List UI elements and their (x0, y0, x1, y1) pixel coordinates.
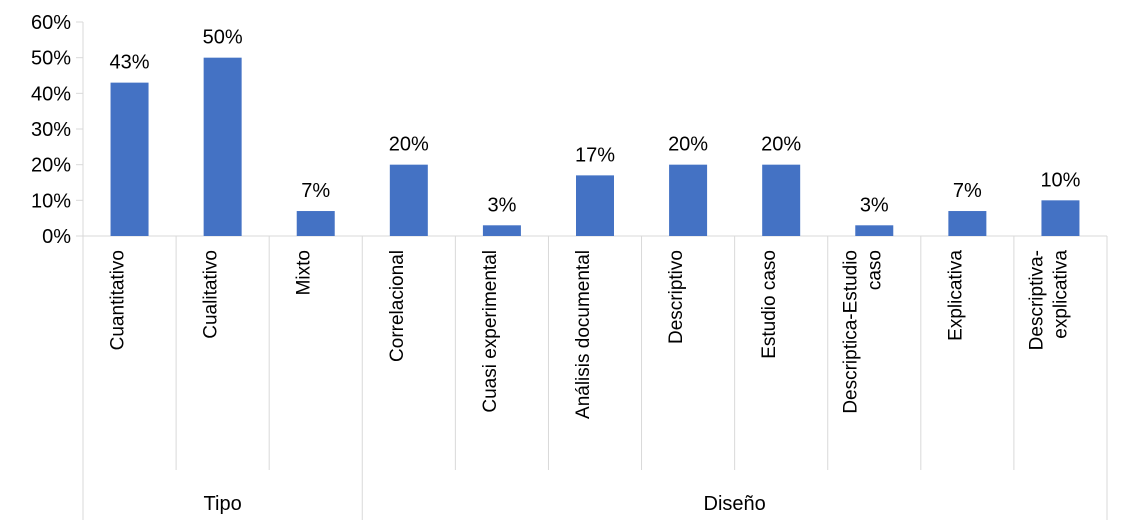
bar (669, 164, 708, 236)
category-label: Análisis documental (573, 250, 594, 419)
category-label: Cualitativo (201, 250, 222, 339)
category-label-line: Descriptivo (666, 250, 687, 344)
category-label: Cuasi experimental (480, 250, 501, 413)
bar (1041, 200, 1080, 236)
bar (762, 164, 801, 236)
data-label: 7% (953, 180, 982, 202)
y-tick-label: 60% (31, 12, 71, 34)
category-label-line: Análisis documental (573, 250, 594, 419)
category-label: Correlacional (387, 250, 408, 362)
bar (855, 225, 894, 236)
data-label: 10% (1040, 169, 1080, 191)
category-label: Explicativa (945, 250, 966, 341)
data-label: 20% (389, 134, 429, 156)
data-label: 3% (487, 194, 516, 216)
category-label: Estudio caso (759, 250, 780, 359)
y-tick-label: 20% (31, 155, 71, 177)
bar (576, 175, 614, 236)
labels-layer: 0% 10% 20% 30% 40% 50% 60% 43% Cuantitativo 50% Cu… (31, 12, 1081, 515)
category-label: Descriptiva-explicativa (1026, 250, 1071, 351)
data-label: 20% (761, 134, 801, 156)
bars-layer (110, 57, 1080, 236)
category-label-line: Cualitativo (201, 250, 222, 339)
category-label-line: Explicativa (945, 250, 966, 341)
category-label-line: Descriptica-Estudio (840, 250, 861, 414)
bar (203, 57, 242, 236)
category-label: Cuantitativo (108, 250, 129, 350)
bar (296, 211, 335, 236)
y-tick-label: 30% (31, 119, 71, 141)
category-label-line: Cuasi experimental (480, 250, 501, 413)
y-tick-label: 40% (31, 83, 71, 105)
y-tick-label: 10% (31, 190, 71, 212)
bar (110, 82, 149, 236)
category-label-line: Mixto (294, 250, 315, 295)
category-label: Descriptivo (666, 250, 687, 344)
data-label: 7% (301, 180, 330, 202)
data-label: 17% (575, 144, 615, 166)
category-label-line: Correlacional (387, 250, 408, 362)
data-label: 50% (203, 27, 243, 49)
data-label: 3% (860, 194, 889, 216)
y-tick-label: 0% (42, 226, 71, 248)
category-label-line: Descriptiva- (1026, 250, 1047, 350)
data-label: 43% (110, 52, 150, 74)
category-label-line: explicativa (1050, 250, 1071, 339)
group-label: Tipo (204, 493, 242, 515)
y-tick-label: 50% (31, 48, 71, 70)
category-label-line: caso (864, 250, 885, 290)
bar (389, 164, 428, 236)
category-label-line: Estudio caso (759, 250, 780, 359)
group-label: Diseño (704, 493, 766, 515)
category-label: Descriptica-Estudio caso (840, 250, 885, 414)
data-label: 20% (668, 134, 708, 156)
category-label-line: Cuantitativo (108, 250, 129, 350)
bar (948, 211, 987, 236)
category-label: Mixto (294, 250, 315, 295)
bar (482, 225, 521, 236)
